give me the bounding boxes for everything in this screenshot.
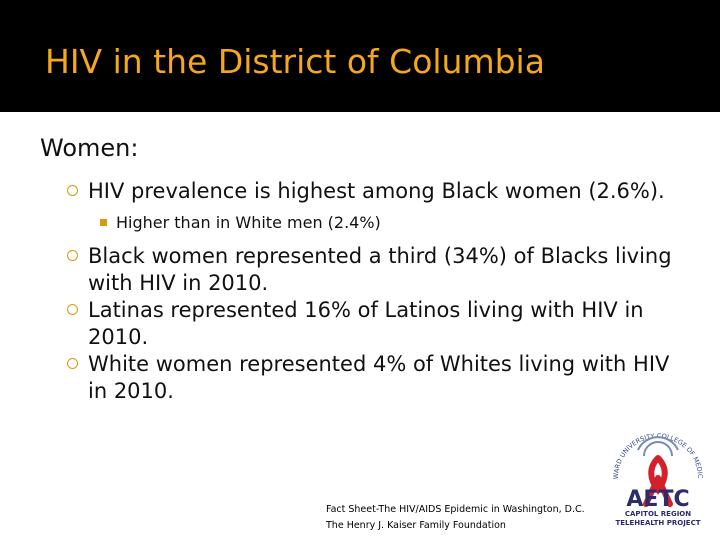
bullet: Latinas represented 16% of Latinos livin… bbox=[66, 297, 686, 351]
bullet-text: White women represented 4% of Whites liv… bbox=[88, 352, 670, 403]
logo-name: AETC bbox=[626, 487, 689, 512]
bullet-text: Latinas represented 16% of Latinos livin… bbox=[88, 298, 644, 349]
bullet: White women represented 4% of Whites liv… bbox=[66, 351, 686, 405]
bullet: Black women represented a third (34%) of… bbox=[66, 243, 686, 297]
bullet-text: Black women represented a third (34%) of… bbox=[88, 244, 672, 295]
sub-bullet: Higher than in White men (2.4%) bbox=[66, 211, 686, 235]
logo: HOWARD UNIVERSITY COLLEGE OF MEDICINE AE… bbox=[600, 420, 704, 527]
source-line: Fact Sheet-The HIV/AIDS Epidemic in Wash… bbox=[326, 504, 585, 515]
bullet-list: HIV prevalence is highest among Black wo… bbox=[66, 178, 686, 405]
logo-line: CAPITOL REGION bbox=[625, 510, 691, 518]
bullet-marker bbox=[67, 358, 78, 369]
logo-line: TELEHEALTH PROJECT bbox=[616, 519, 701, 527]
bullet-marker bbox=[67, 304, 78, 315]
bullet-text: HIV prevalence is highest among Black wo… bbox=[88, 179, 665, 203]
source-line: The Henry J. Kaiser Family Foundation bbox=[326, 520, 506, 531]
source: Fact Sheet-The HIV/AIDS Epidemic in Wash… bbox=[326, 502, 585, 534]
bullet-marker bbox=[67, 185, 78, 196]
signal-arc bbox=[643, 441, 673, 457]
section-heading: Women: bbox=[40, 134, 139, 162]
bullet-marker bbox=[67, 250, 78, 261]
sub-bullet-text: Higher than in White men (2.4%) bbox=[116, 213, 381, 232]
slide-title: HIV in the District of Columbia bbox=[45, 42, 545, 81]
sub-bullet-marker bbox=[100, 219, 107, 226]
ribbon bbox=[643, 455, 673, 507]
signal-arc bbox=[637, 436, 679, 451]
bullet: HIV prevalence is highest among Black wo… bbox=[66, 178, 686, 205]
title-bar: HIV in the District of Columbia bbox=[0, 0, 720, 112]
